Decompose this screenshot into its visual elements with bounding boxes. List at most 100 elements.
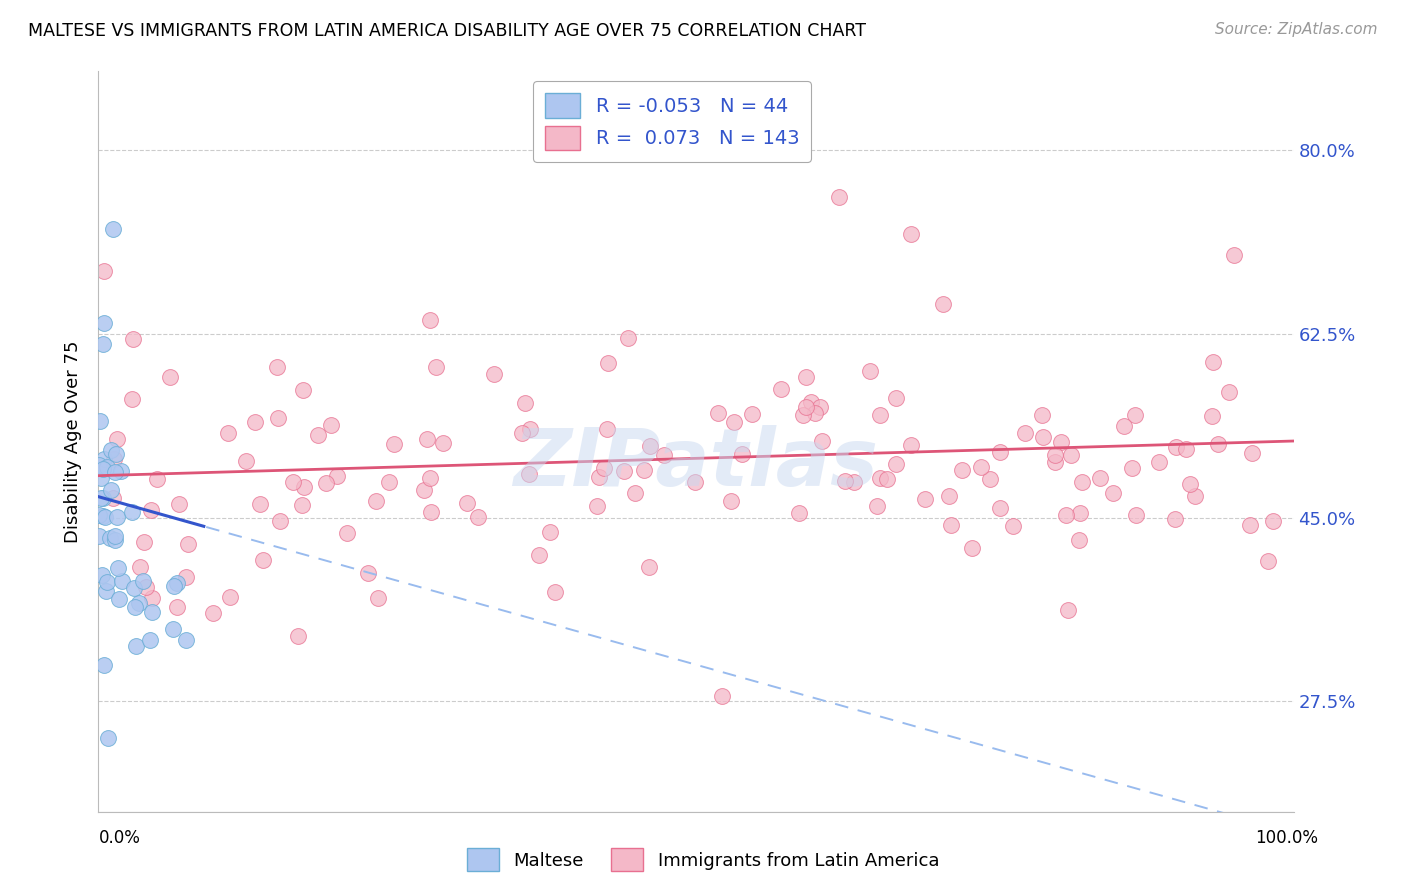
Point	[938, 489, 960, 503]
Point	[1045, 455, 1067, 469]
Point	[538, 524, 561, 539]
Point	[517, 467, 540, 481]
Point	[1014, 426, 1036, 441]
Point	[307, 427, 329, 442]
Point	[174, 632, 197, 647]
Point	[900, 438, 922, 452]
Point	[110, 464, 132, 478]
Y-axis label: Disability Age Over 75: Disability Age Over 75	[65, 340, 83, 543]
Text: ZIPatlas: ZIPatlas	[513, 425, 879, 503]
Point	[419, 505, 441, 519]
Point	[219, 590, 242, 604]
Point	[1166, 440, 1188, 454]
Point	[1001, 519, 1024, 533]
Point	[146, 472, 169, 486]
Point	[291, 498, 314, 512]
Point	[266, 411, 288, 425]
Point	[960, 541, 983, 556]
Point	[1218, 384, 1240, 399]
Point	[723, 415, 745, 429]
Point	[1147, 455, 1170, 469]
Point	[596, 422, 619, 436]
Point	[1174, 442, 1197, 456]
Point	[638, 439, 661, 453]
Point	[252, 552, 274, 566]
Point	[654, 448, 676, 462]
Text: MALTESE VS IMMIGRANTS FROM LATIN AMERICA DISABILITY AGE OVER 75 CORRELATION CHAR: MALTESE VS IMMIGRANTS FROM LATIN AMERICA…	[28, 22, 866, 40]
Point	[683, 475, 706, 489]
Point	[419, 312, 441, 326]
Point	[266, 360, 288, 375]
Point	[624, 486, 647, 500]
Text: 0.0%: 0.0%	[98, 829, 141, 847]
Point	[588, 470, 610, 484]
Point	[132, 534, 155, 549]
Point	[633, 463, 655, 477]
Point	[104, 533, 127, 547]
Point	[467, 510, 489, 524]
Point	[585, 499, 607, 513]
Text: 100.0%: 100.0%	[1256, 829, 1317, 847]
Point	[128, 596, 150, 610]
Point	[384, 437, 406, 451]
Point	[804, 406, 827, 420]
Point	[98, 532, 121, 546]
Point	[87, 508, 110, 522]
Point	[281, 475, 304, 489]
Point	[1050, 435, 1073, 450]
Point	[94, 510, 117, 524]
Point	[1060, 448, 1083, 462]
Point	[1088, 471, 1111, 485]
Point	[416, 433, 439, 447]
Point	[789, 506, 811, 520]
Text: Source: ZipAtlas.com: Source: ZipAtlas.com	[1215, 22, 1378, 37]
Point	[163, 579, 186, 593]
Point	[217, 426, 239, 441]
Point	[456, 496, 478, 510]
Point	[107, 592, 129, 607]
Point	[869, 409, 891, 423]
Point	[91, 508, 114, 523]
Point	[799, 395, 821, 409]
Point	[100, 443, 122, 458]
Point	[249, 497, 271, 511]
Point	[292, 383, 315, 397]
Point	[1123, 409, 1146, 423]
Point	[139, 633, 162, 648]
Point	[319, 417, 342, 432]
Point	[792, 408, 814, 422]
Point	[336, 525, 359, 540]
Point	[235, 454, 257, 468]
Point	[132, 574, 155, 588]
Point	[135, 580, 157, 594]
Point	[593, 460, 616, 475]
Point	[637, 559, 659, 574]
Point	[103, 452, 125, 467]
Point	[1121, 461, 1143, 475]
Point	[931, 296, 953, 310]
Point	[129, 559, 152, 574]
Point	[1057, 603, 1080, 617]
Point	[1208, 437, 1230, 451]
Point	[94, 583, 117, 598]
Point	[900, 227, 922, 241]
Point	[884, 457, 907, 471]
Point	[107, 560, 129, 574]
Point	[96, 574, 118, 589]
Point	[141, 605, 163, 619]
Point	[287, 629, 309, 643]
Point	[513, 396, 536, 410]
Point	[828, 190, 851, 204]
Point	[105, 509, 128, 524]
Point	[1202, 355, 1225, 369]
Point	[794, 401, 817, 415]
Point	[794, 370, 817, 384]
Point	[269, 514, 291, 528]
Point	[914, 491, 936, 506]
Point	[121, 392, 143, 406]
Legend: R = -0.053   N = 44, R =  0.073   N = 143: R = -0.053 N = 44, R = 0.073 N = 143	[533, 81, 811, 162]
Point	[159, 370, 181, 384]
Point	[90, 471, 112, 485]
Point	[364, 494, 387, 508]
Point	[166, 576, 188, 591]
